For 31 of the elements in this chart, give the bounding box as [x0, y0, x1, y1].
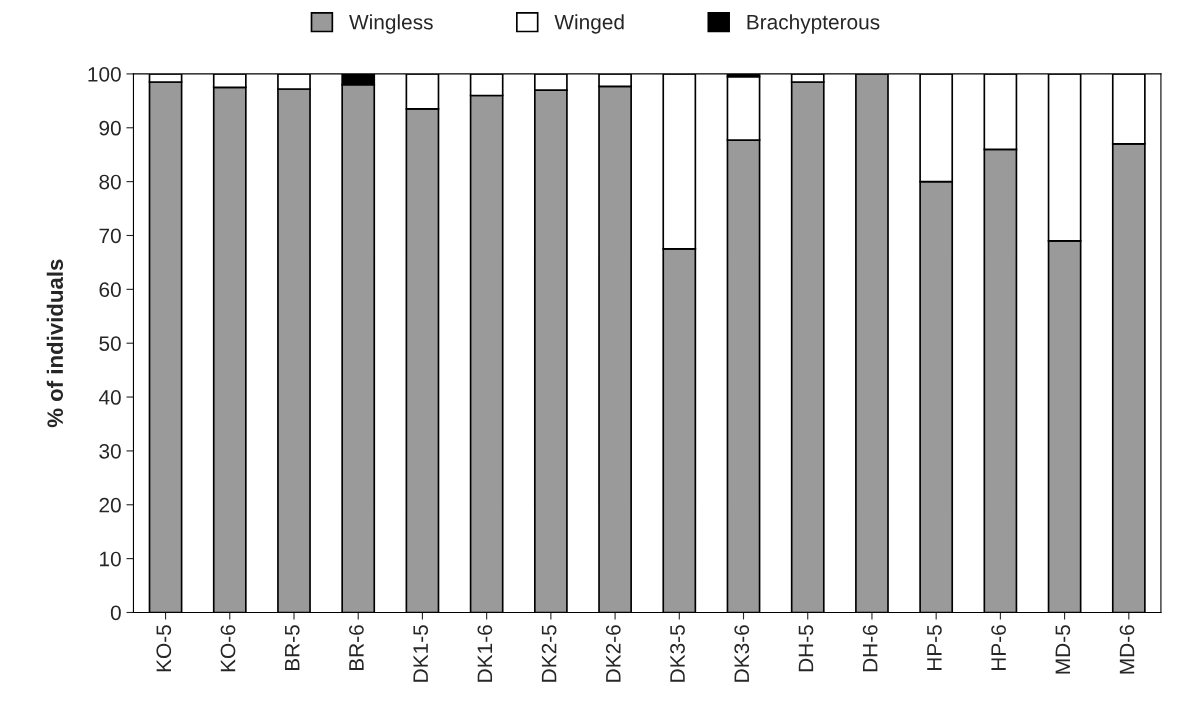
x-tick-label: DK1-5: [413, 625, 429, 682]
y-tick-label: 100: [88, 66, 121, 82]
x-tick-label: DH-5: [798, 625, 814, 672]
y-tick-label: 10: [100, 551, 121, 567]
y-tick-label: 90: [99, 120, 121, 136]
y-tick-label: 20: [99, 497, 121, 513]
y-tick-label: 60: [99, 282, 121, 298]
legend-label: Brachypterous: [747, 14, 880, 34]
y-tick-label: 70: [99, 228, 121, 244]
x-tick-label: MD-6: [1119, 625, 1135, 674]
y-tick-label: 0: [110, 605, 121, 621]
x-tick-label: HP-6: [991, 625, 1006, 671]
y-axis-title: % of individuals: [46, 259, 64, 428]
x-tick-label: BR-6: [349, 625, 364, 671]
x-tick-label: KO-5: [156, 625, 172, 672]
y-tick-label: 40: [98, 390, 121, 405]
x-tick-label: DH-6: [862, 625, 878, 672]
x-tick-label: MD-5: [1055, 625, 1071, 674]
x-tick-label: DK3-6: [734, 625, 750, 682]
y-tick-label: 30: [99, 443, 121, 459]
y-tick-label: 80: [99, 174, 121, 190]
x-tick-label: DK2-6: [605, 625, 621, 682]
y-tick-label: 50: [99, 336, 121, 351]
x-tick-label: KO-6: [220, 625, 236, 672]
x-tick-label: DK1-6: [477, 625, 493, 682]
x-tick-label: DK2-5: [541, 625, 557, 682]
legend-label: Wingless: [349, 14, 433, 34]
x-tick-label: DK3-5: [670, 625, 685, 682]
x-tick-label: BR-5: [285, 625, 300, 671]
x-tick-label: HP-5: [927, 625, 942, 671]
legend-label: Winged: [554, 14, 624, 34]
